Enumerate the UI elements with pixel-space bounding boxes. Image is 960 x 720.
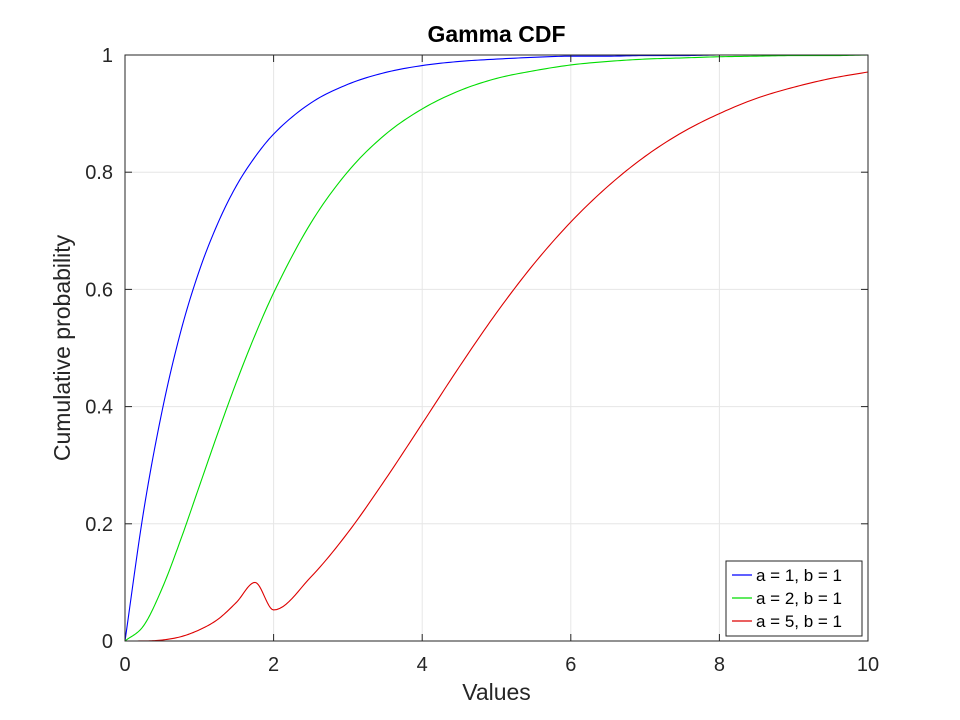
legend-label-2: a = 2, b = 1 <box>756 589 842 608</box>
x-tick-label: 0 <box>119 654 130 676</box>
y-tick-label: 0.4 <box>85 397 113 419</box>
series-line-3 <box>125 71 869 642</box>
x-tick-label: 4 <box>417 654 428 676</box>
chart-title: Gamma CDF <box>427 21 565 47</box>
x-tick-label: 6 <box>565 654 576 676</box>
y-tick-label: 0.6 <box>85 279 113 301</box>
y-axis-label: Cumulative probability <box>49 234 75 461</box>
y-tick-label: 0 <box>102 631 113 653</box>
axis-ticks: 0 2 4 6 8 10 0 0.2 0.4 0.6 0.8 1 <box>85 45 879 676</box>
axes-frame <box>124 54 869 642</box>
x-tick-label: 2 <box>268 654 279 676</box>
legend: a = 1, b = 1 a = 2, b = 1 a = 5, b = 1 <box>725 560 863 637</box>
grid <box>124 54 869 642</box>
x-axis-label: Values <box>462 679 531 705</box>
y-tick-label: 0.2 <box>85 514 113 536</box>
y-tick-label: 0.8 <box>85 162 113 184</box>
legend-label-3: a = 5, b = 1 <box>756 612 842 631</box>
x-tick-label: 8 <box>714 654 725 676</box>
x-tick-label: 10 <box>857 654 879 676</box>
y-tick-label: 1 <box>102 45 113 67</box>
legend-label-1: a = 1, b = 1 <box>756 566 842 585</box>
